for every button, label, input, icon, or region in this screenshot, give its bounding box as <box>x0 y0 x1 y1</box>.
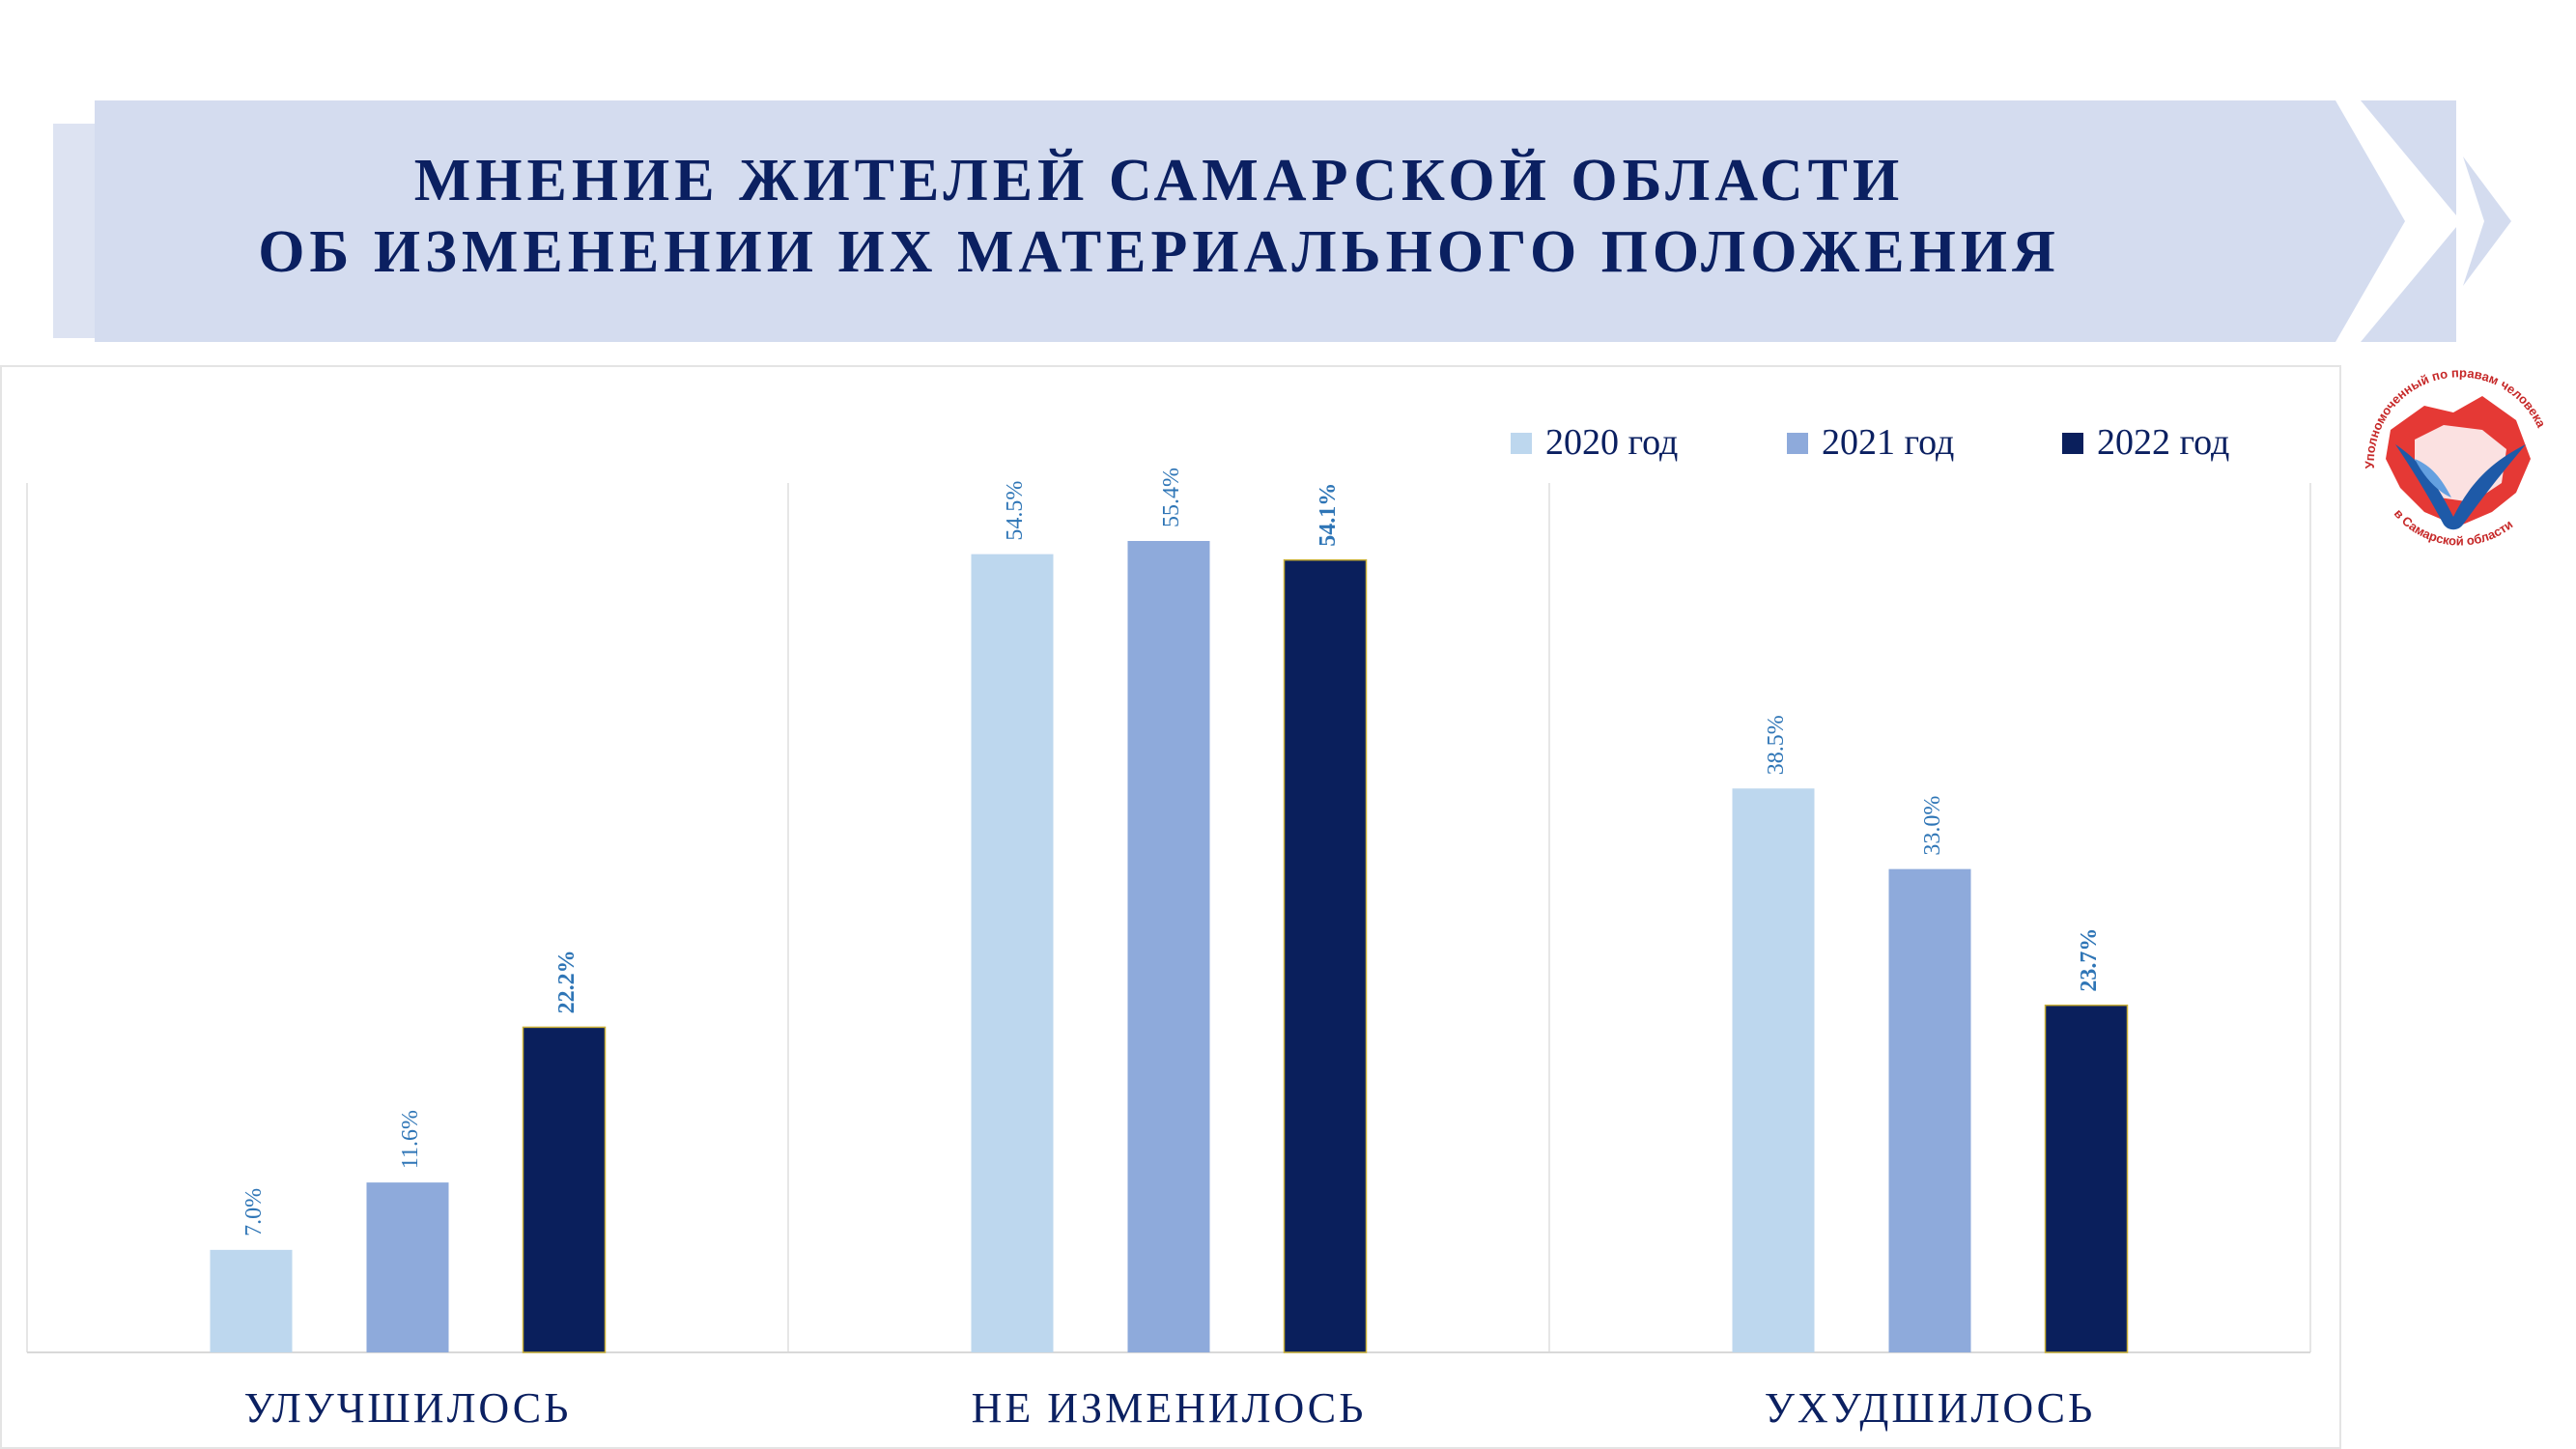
logo-dove-wing <box>2415 459 2451 497</box>
category-label: НЕ ИЗМЕНИЛОСЬ <box>972 1384 1367 1432</box>
data-label: 54.5% <box>1003 481 1028 541</box>
page-title: МНЕНИЕ ЖИТЕЛЕЙ САМАРСКОЙ ОБЛАСТИ ОБ ИЗМЕ… <box>0 145 2318 288</box>
data-label: 11.6% <box>398 1110 423 1169</box>
data-label: 55.4% <box>1159 468 1184 527</box>
data-label: 22.2% <box>554 950 580 1013</box>
legend-label: 2021 год <box>1822 422 1954 463</box>
data-label: 23.7% <box>2077 928 2102 992</box>
bar-1-3 <box>1732 788 1815 1352</box>
bar-3-3 <box>2044 1004 2129 1353</box>
logo-dove-shape <box>2395 444 2526 530</box>
chevron-right-icon-2 <box>2463 156 2511 286</box>
legend-swatch-3 <box>2062 433 2083 454</box>
legend-label: 2020 год <box>1545 422 1678 463</box>
banner-body <box>95 100 2456 342</box>
header-banner-shape <box>53 100 2511 342</box>
legend-swatch-1 <box>1511 433 1532 454</box>
data-label: 38.5% <box>1764 715 1789 775</box>
chart-frame: 7.0% 11.6% 22.2% УЛУЧШИЛОСЬ 54.5% 55.4% 54.1% Н… <box>0 365 2341 1449</box>
bar-1-1 <box>210 1249 293 1352</box>
bar-3-1 <box>522 1026 607 1353</box>
legend-swatch-2 <box>1787 433 1808 454</box>
bar-2-3 <box>1888 868 1971 1352</box>
data-label: 33.0% <box>1920 796 1945 856</box>
bar-2-1 <box>366 1182 449 1352</box>
category-label: УЛУЧШИЛОСЬ <box>244 1384 572 1432</box>
bar-chart: 7.0% 11.6% 22.2% УЛУЧШИЛОСЬ 54.5% 55.4% 54.1% Н… <box>26 422 2311 1432</box>
bar-3-2 <box>1283 558 1368 1353</box>
ombudsman-logo: Уполномоченный по правам человека в Сама… <box>2363 365 2549 548</box>
bar-1-2 <box>971 554 1054 1352</box>
category-label: УХУДШИЛОСЬ <box>1765 1384 2096 1432</box>
header-banner: МНЕНИЕ ЖИТЕЛЕЙ САМАРСКОЙ ОБЛАСТИ ОБ ИЗМЕ… <box>0 0 2576 367</box>
title-line-1: МНЕНИЕ ЖИТЕЛЕЙ САМАРСКОЙ ОБЛАСТИ <box>413 148 1905 213</box>
banner-left-tab <box>53 124 97 338</box>
data-label: 54.1% <box>1316 483 1341 547</box>
title-line-2: ОБ ИЗМЕНЕНИИ ИХ МАТЕРИАЛЬНОГО ПОЛОЖЕНИЯ <box>258 219 2060 285</box>
legend-label: 2022 год <box>2097 422 2229 463</box>
chevron-right-icon <box>2335 100 2461 342</box>
bar-2-2 <box>1127 541 1210 1352</box>
data-label: 7.0% <box>241 1188 267 1236</box>
